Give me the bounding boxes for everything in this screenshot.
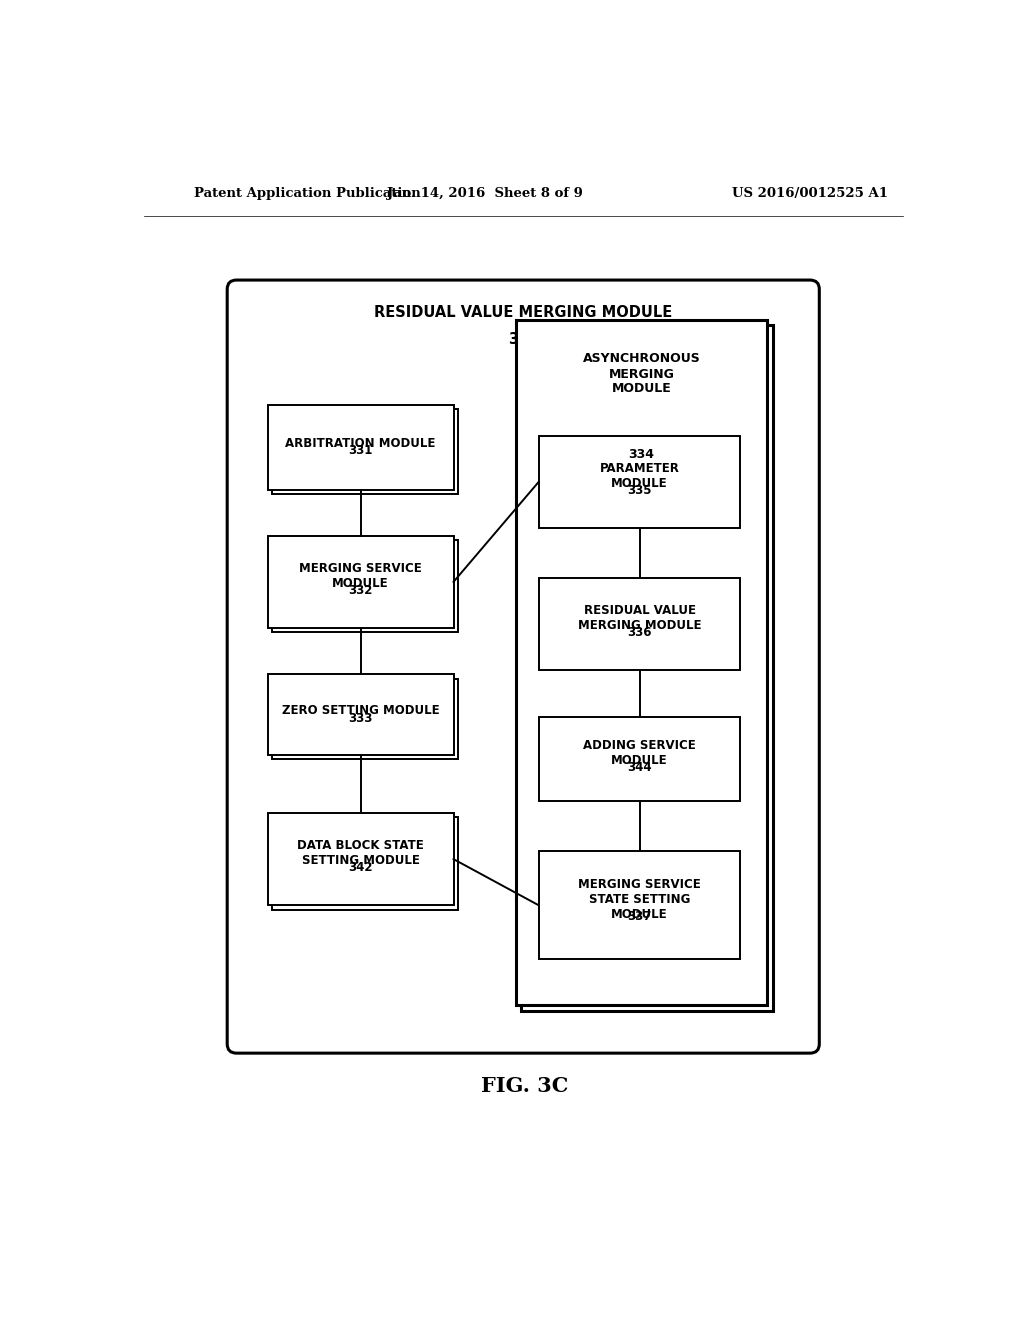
Text: ARBITRATION MODULE: ARBITRATION MODULE [286, 437, 435, 450]
Text: MERGING SERVICE
MODULE: MERGING SERVICE MODULE [299, 562, 422, 590]
Text: 332: 332 [348, 583, 373, 597]
Bar [543, 582, 744, 675]
Text: DATA BLOCK STATE
SETTING MODULE: DATA BLOCK STATE SETTING MODULE [297, 840, 424, 867]
Bar [271, 678, 458, 759]
Text: 326: 326 [508, 331, 539, 347]
Bar [521, 326, 773, 1011]
Text: RESIDUAL VALUE MERGING MODULE: RESIDUAL VALUE MERGING MODULE [374, 305, 673, 319]
Text: 344: 344 [627, 760, 652, 774]
FancyBboxPatch shape [227, 280, 819, 1053]
Text: PARAMETER
MODULE: PARAMETER MODULE [600, 462, 680, 490]
Bar [539, 851, 740, 960]
Text: ASYNCHRONOUS
MERGING
MODULE: ASYNCHRONOUS MERGING MODULE [583, 352, 700, 396]
Text: 337: 337 [628, 909, 651, 923]
Bar [267, 675, 454, 755]
Text: Patent Application Publication: Patent Application Publication [194, 186, 421, 199]
Bar [539, 436, 740, 528]
Bar [267, 405, 454, 490]
Text: MERGING SERVICE
STATE SETTING
MODULE: MERGING SERVICE STATE SETTING MODULE [579, 878, 700, 920]
Text: 333: 333 [348, 711, 373, 725]
Text: 335: 335 [628, 483, 651, 496]
Bar [543, 721, 744, 805]
Text: RESIDUAL VALUE
MERGING MODULE: RESIDUAL VALUE MERGING MODULE [578, 605, 701, 632]
Bar [267, 813, 454, 906]
Text: FIG. 3C: FIG. 3C [481, 1076, 568, 1096]
Text: 331: 331 [348, 445, 373, 458]
Text: Jan. 14, 2016  Sheet 8 of 9: Jan. 14, 2016 Sheet 8 of 9 [387, 186, 583, 199]
Bar [539, 578, 740, 671]
Text: 334: 334 [629, 449, 654, 462]
Text: ZERO SETTING MODULE: ZERO SETTING MODULE [282, 705, 439, 717]
Bar [267, 536, 454, 628]
Bar [543, 440, 744, 532]
Bar [271, 817, 458, 909]
Bar [515, 321, 767, 1006]
Text: 342: 342 [348, 861, 373, 874]
Text: US 2016/0012525 A1: US 2016/0012525 A1 [732, 186, 888, 199]
Text: ADDING SERVICE
MODULE: ADDING SERVICE MODULE [583, 739, 696, 767]
Bar [539, 717, 740, 801]
Bar [271, 409, 458, 494]
Bar [271, 540, 458, 632]
Bar [543, 855, 744, 964]
Text: 336: 336 [628, 626, 651, 639]
